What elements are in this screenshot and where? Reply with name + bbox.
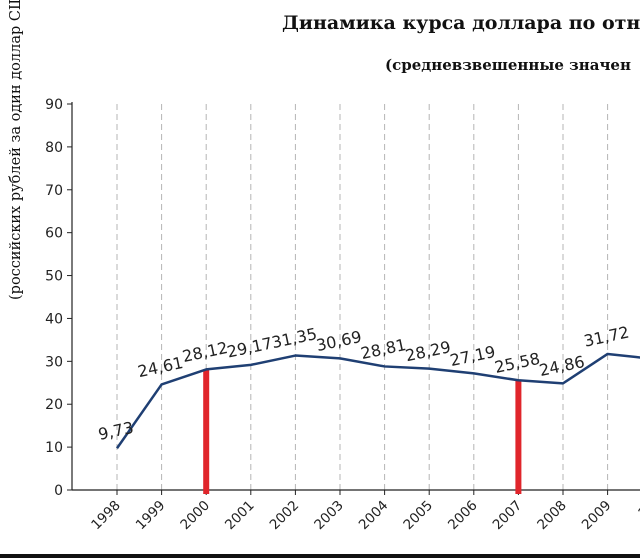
x-tick-label: 2005 [400,498,436,534]
chart-title: Динамика курса доллара по отно [282,12,640,34]
x-tick-label: 2006 [445,498,481,534]
y-tick-label: 60 [45,226,63,242]
data-label: 24,61 [136,353,185,381]
x-tick-label: 2002 [267,498,303,534]
y-tick-label: 0 [54,483,63,499]
y-tick-label: 90 [45,97,63,113]
data-label: 25,58 [493,349,542,377]
y-tick-label: 10 [45,440,63,456]
data-label: 28,29 [404,337,453,365]
x-tick-label: 2007 [490,498,526,534]
y-tick-label: 40 [45,311,63,327]
data-label: 29,17 [225,333,274,361]
data-label: 30,69 [314,327,363,355]
y-tick-label: 20 [45,397,63,413]
data-label: 31,72 [582,323,631,351]
data-label: 28,81 [359,335,408,363]
y-tick-label: 50 [45,269,63,285]
data-label: 24,86 [537,352,586,380]
x-tick-label: 2003 [311,498,347,534]
bottom-border [0,554,640,558]
series-line [115,352,640,449]
x-tick-label: 20 [636,498,640,521]
data-label: 28,12 [181,338,230,366]
x-tick-label: 2008 [534,498,570,534]
x-tick-label: 2004 [356,498,392,534]
x-tick-label: 2001 [222,498,258,534]
y-tick-label: 30 [45,354,63,370]
x-tick-label: 1999 [133,498,169,534]
chart-subtitle: (средневзвешенные значен [385,56,631,74]
x-tick-label: 2000 [177,498,213,534]
data-label: 31,35 [270,324,319,352]
x-tick-label: 1998 [88,498,124,534]
y-tick-label: 70 [45,183,63,199]
y-tick-label: 80 [45,140,63,156]
data-label: 27,19 [448,342,497,370]
data-label: 9,73 [96,418,135,444]
x-tick-label: 2009 [579,498,615,534]
